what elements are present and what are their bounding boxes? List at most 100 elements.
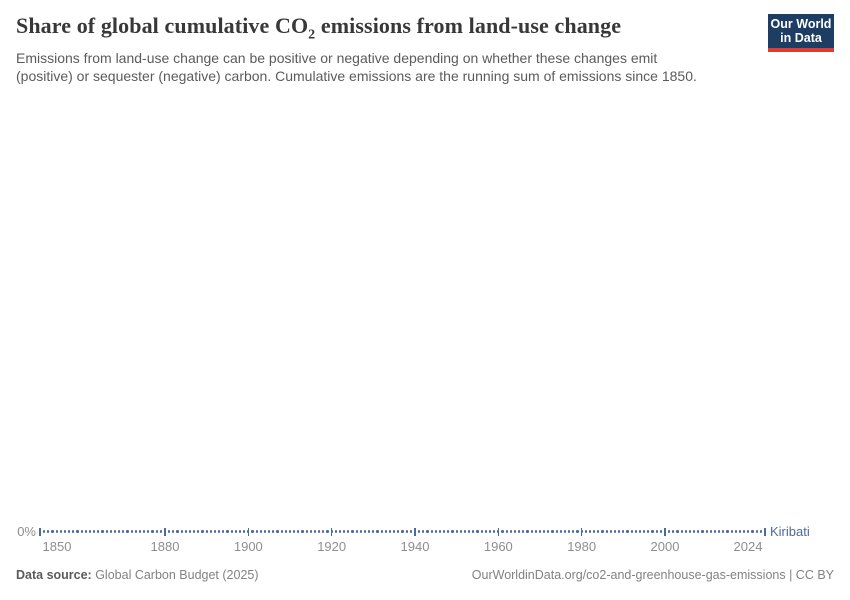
data-point <box>368 530 371 533</box>
owid-logo[interactable]: Our World in Data <box>768 14 834 52</box>
data-point <box>513 530 517 533</box>
data-point <box>605 530 608 533</box>
chart-subtitle: Emissions from land-use change can be po… <box>16 50 736 85</box>
chart-title-text: Share of global cumulative CO <box>16 13 309 38</box>
data-point <box>426 530 429 533</box>
data-point <box>713 530 717 533</box>
data-point <box>259 530 262 533</box>
data-point <box>384 530 387 533</box>
chart-subtitle-line1: Emissions from land-use change can be po… <box>16 50 658 66</box>
data-point <box>309 530 312 533</box>
data-point <box>613 530 617 533</box>
data-point <box>263 530 267 533</box>
credit-link[interactable]: OurWorldinData.org/co2-and-greenhouse-ga… <box>471 568 834 582</box>
data-point <box>726 530 729 533</box>
data-point <box>576 530 579 533</box>
data-point <box>88 530 92 533</box>
data-point <box>488 530 492 533</box>
data-point <box>93 530 96 533</box>
data-point <box>651 530 654 533</box>
x-axis-tick-mark <box>39 527 41 536</box>
data-point <box>313 530 317 533</box>
data-point <box>709 530 712 533</box>
x-axis-tick-mark <box>164 527 166 536</box>
data-point <box>518 530 521 533</box>
data-point <box>209 530 212 533</box>
data-point <box>555 530 558 533</box>
data-point <box>434 530 437 533</box>
data-point <box>338 530 342 533</box>
data-point <box>284 530 287 533</box>
data-point <box>363 530 367 533</box>
data-point <box>180 530 183 533</box>
data-point <box>622 530 625 533</box>
data-point <box>543 530 546 533</box>
owid-logo-line1: Our World <box>770 17 832 31</box>
data-point <box>76 530 79 533</box>
x-axis-tick-mark <box>247 527 250 536</box>
data-point <box>272 530 275 533</box>
x-axis-tick-mark <box>414 527 416 536</box>
data-point <box>51 530 54 533</box>
data-point <box>601 530 604 533</box>
data-point <box>443 530 446 533</box>
data-point <box>501 530 504 533</box>
data-point <box>122 530 125 533</box>
data-point <box>730 530 733 533</box>
x-axis-tick-label: 1920 <box>317 539 347 554</box>
data-point <box>393 530 396 533</box>
data-point <box>301 530 304 533</box>
data-point <box>484 530 487 533</box>
x-axis-tick-label: 2024 <box>733 539 763 554</box>
data-point <box>343 530 346 533</box>
data-point <box>676 530 679 533</box>
data-point <box>401 530 404 533</box>
data-point <box>593 530 596 533</box>
data-point <box>747 530 750 533</box>
data-point <box>480 530 483 533</box>
data-point <box>559 530 562 533</box>
data-point <box>372 530 375 533</box>
x-axis-tick-label: 1850 <box>42 539 72 554</box>
data-point <box>430 530 433 533</box>
data-point <box>255 530 258 533</box>
chart-title-rest: emissions from land-use change <box>315 13 622 38</box>
data-point <box>147 530 150 533</box>
data-point <box>172 530 175 533</box>
data-point <box>126 530 129 533</box>
x-axis-tick-label: 2000 <box>650 539 680 554</box>
data-point <box>505 530 508 533</box>
data-point <box>493 530 496 533</box>
data-point <box>609 530 612 533</box>
data-point <box>551 530 554 533</box>
x-axis-tick-label: 1940 <box>400 539 430 554</box>
data-point <box>347 530 350 533</box>
data-point <box>118 530 121 533</box>
data-point <box>80 530 83 533</box>
data-point <box>109 530 112 533</box>
data-point <box>538 530 542 533</box>
data-point <box>113 530 117 533</box>
data-point <box>563 530 567 533</box>
data-point <box>276 530 279 533</box>
data-point <box>388 530 392 533</box>
data-point <box>188 530 192 533</box>
x-axis-tick-mark <box>497 527 500 536</box>
plot-area[interactable] <box>0 95 850 540</box>
data-source-note: Data source: Global Carbon Budget (2025) <box>16 568 259 582</box>
data-point <box>205 530 208 533</box>
data-point <box>213 530 217 533</box>
data-point <box>447 530 450 533</box>
data-point <box>522 530 525 533</box>
data-point <box>572 530 575 533</box>
data-point <box>138 530 142 533</box>
data-point <box>688 530 692 533</box>
chart-title: Share of global cumulative CO2 emissions… <box>16 13 621 43</box>
data-point <box>318 530 321 533</box>
series-entity-label: Kiribati <box>770 524 810 539</box>
owid-logo-line2: in Data <box>780 31 822 45</box>
data-point <box>647 530 650 533</box>
data-point <box>55 530 58 533</box>
data-point <box>547 530 550 533</box>
x-axis-tick-mark <box>330 527 333 536</box>
